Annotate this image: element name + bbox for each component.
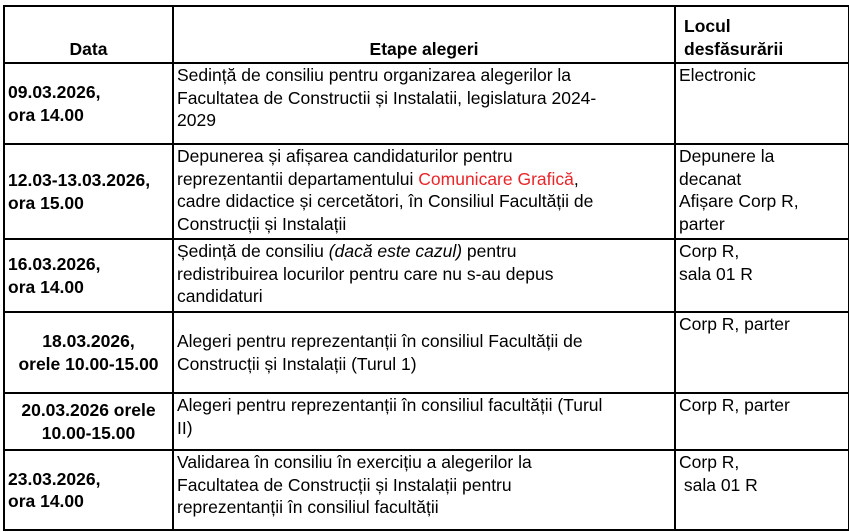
stage-line: Validarea în consiliu în exercițiu a ale… [177, 452, 532, 472]
stage-note: (dacă este cazul) [328, 241, 463, 261]
date-line: 10.00-15.00 [41, 422, 136, 443]
department-highlight: Comunicare Grafică [418, 168, 574, 189]
place-cell: Corp R, sala 01 R [674, 449, 849, 531]
stage-text: , [573, 168, 579, 189]
place-line: Electronic [679, 65, 756, 85]
place-line: Corp R, parter [679, 314, 790, 334]
table-row: 18.03.2026, orele 10.00-15.00 Alegeri pen… [3, 311, 849, 394]
place-line: Corp R, parter [679, 395, 790, 415]
place-line: Corp R, [679, 241, 740, 261]
stage-cell: Sedință de consiliu pentru organizarea a… [172, 62, 676, 145]
header-place-line: Locul [684, 16, 731, 36]
date-line: 16.03.2026, [8, 254, 101, 274]
date-line: 18.03.2026, [42, 331, 135, 351]
stage-cell: Alegeri pentru reprezentanții în consili… [172, 392, 676, 451]
date-line: 09.03.2026, [8, 82, 101, 102]
stage-line: Depunerea și afișarea candidaturilor pen… [177, 146, 513, 166]
place-line: sala 01 R [679, 474, 758, 495]
stage-line: Facultatea de Construcții și Instalații … [177, 474, 512, 495]
date-line: 12.03-13.03.2026, [8, 170, 151, 190]
stage-line: Alegeri pentru reprezentanții în consili… [177, 331, 583, 351]
place-cell: Corp R, parter [674, 392, 849, 451]
stage-line: candidaturi [177, 286, 263, 306]
stage-line: Ședință de consiliu (dacă este cazul) pe… [177, 241, 671, 263]
place-line: sala 01 R [679, 263, 753, 284]
date-line: ora 14.00 [8, 104, 84, 125]
date-line: ora 14.00 [8, 276, 84, 297]
place-line: Depunere la [679, 146, 775, 166]
place-line: Corp R, [679, 452, 740, 472]
date-cell: 18.03.2026, orele 10.00-15.00 [3, 311, 174, 394]
place-cell: Electronic [674, 62, 849, 145]
stage-line: Facultatea de Constructii și Instalatii,… [177, 87, 597, 108]
date-cell: 09.03.2026, ora 14.00 [3, 62, 174, 145]
date-line: orele 10.00-15.00 [18, 353, 159, 374]
stage-line: reprezentantii departamentului Comunicar… [177, 168, 671, 191]
election-schedule-table: Data Etape alegeri Locul desfăsurării 09.… [3, 5, 849, 531]
stage-text: pentru [462, 241, 517, 261]
header-place: Locul desfăsurării [674, 5, 849, 64]
date-cell: 20.03.2026 orele 10.00-15.00 [3, 392, 174, 451]
place-line: decanat [679, 168, 742, 189]
header-date: Data [3, 5, 174, 64]
table-row: 20.03.2026 orele 10.00-15.00 Alegeri pent… [3, 392, 849, 451]
stage-line: 2029 [177, 110, 216, 130]
date-cell: 12.03-13.03.2026, ora 15.00 [3, 143, 174, 240]
stage-cell: Depunerea și afișarea candidaturilor pen… [172, 143, 676, 240]
place-line: parter [679, 213, 725, 234]
date-line: 23.03.2026, [8, 468, 101, 489]
stage-line: cadre didactice și cercetători, în Consi… [177, 191, 594, 211]
stage-text: Ședință de consiliu [177, 241, 329, 261]
stage-line: Construcții și Instalații [177, 213, 347, 234]
stage-line: reprezentanții în consiliul facultății [177, 497, 439, 517]
stage-cell: Alegeri pentru reprezentanții în consili… [172, 311, 676, 394]
table-row: 09.03.2026, ora 14.00 Sedință de consiliu… [3, 62, 849, 145]
stage-cell: Validarea în consiliu în exercițiu a ale… [172, 449, 676, 531]
place-cell: Corp R, parter [674, 311, 849, 394]
stage-line: II) [177, 417, 193, 438]
table-row: 23.03.2026, ora 14.00 Validarea în consil… [3, 449, 849, 531]
stage-line: Sedință de consiliu pentru organizarea a… [177, 65, 571, 85]
stage-text: reprezentantii departamentului [177, 168, 419, 189]
header-place-line: desfăsurării [684, 38, 784, 59]
date-cell: 23.03.2026, ora 14.00 [3, 449, 174, 531]
header-stage: Etape alegeri [172, 5, 676, 64]
stage-cell: Ședință de consiliu (dacă este cazul) pe… [172, 238, 676, 313]
place-cell: Depunere la decanat Afișare Corp R, parter [674, 143, 849, 240]
stage-line: Construcții și Instalații (Turul 1) [177, 353, 417, 374]
date-cell: 16.03.2026, ora 14.00 [3, 238, 174, 313]
date-line: 20.03.2026 orele [21, 400, 156, 420]
stage-line: Alegeri pentru reprezentanții în consili… [177, 395, 603, 415]
place-cell: Corp R, sala 01 R [674, 238, 849, 313]
date-line: ora 14.00 [8, 491, 84, 511]
date-line: ora 15.00 [8, 192, 84, 213]
table-row: 16.03.2026, ora 14.00 Ședință de consiliu… [3, 238, 849, 313]
header-row: Data Etape alegeri Locul desfăsurării [3, 5, 849, 64]
place-line: Afișare Corp R, [679, 191, 799, 211]
table-row: 12.03-13.03.2026, ora 15.00 Depunerea și … [3, 143, 849, 240]
stage-line: redistribuirea locurilor pentru care nu … [177, 263, 554, 284]
